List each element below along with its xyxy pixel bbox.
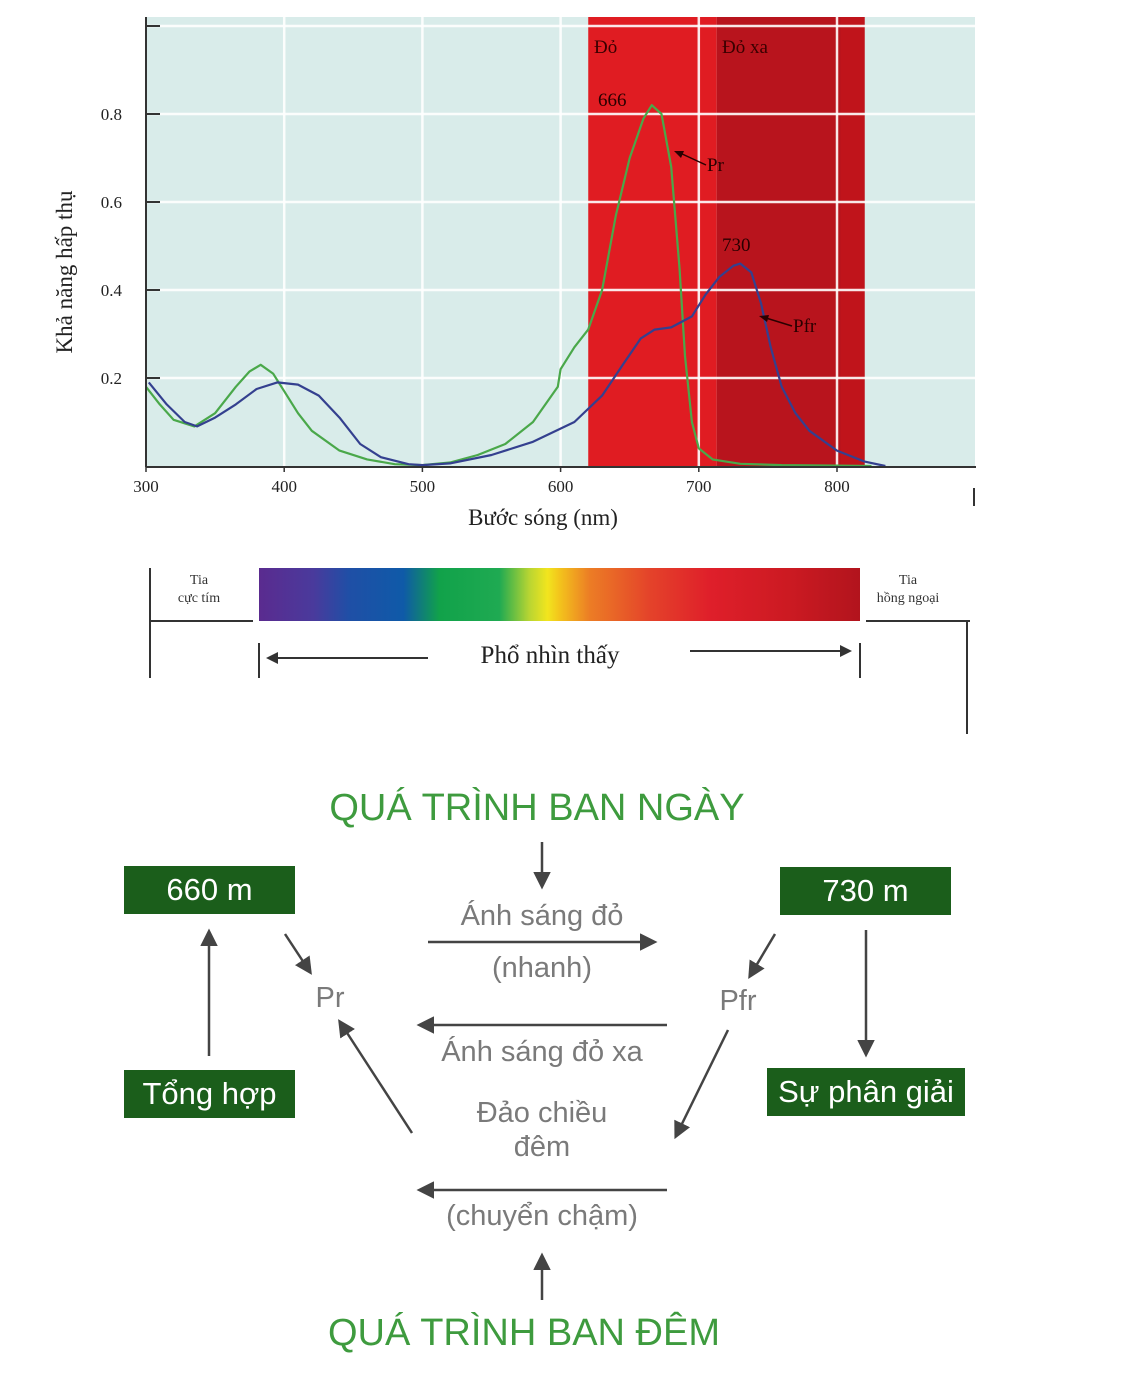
y-axis-title: Khả năng hấp thụ xyxy=(52,190,77,353)
visible-spectrum-bar xyxy=(259,568,860,621)
uv-label-line-2: cực tím xyxy=(177,591,221,606)
visible-range-arrows xyxy=(258,643,861,678)
pr-callout-arrowhead xyxy=(674,151,684,158)
pr-label: Pr xyxy=(315,982,345,1014)
y-tick-label: 0.2 xyxy=(101,369,122,388)
y-tick-label: 0.6 xyxy=(101,193,122,212)
night-process-heading: QUÁ TRÌNH BAN ĐÊM xyxy=(327,1312,720,1354)
series-line-pr xyxy=(145,104,872,468)
x-tick-label: 800 xyxy=(824,477,850,496)
band-label-far-red: Đỏ xa xyxy=(722,37,768,58)
y-tick-label: 0.4 xyxy=(101,281,123,300)
day-process-heading: QUÁ TRÌNH BAN NGÀY xyxy=(329,787,745,829)
x-tick-label: 700 xyxy=(686,477,712,496)
pfr-callout-arrowhead xyxy=(759,315,769,322)
box660-to-pr-arrow xyxy=(283,933,312,975)
box730-to-pfr-arrow xyxy=(748,933,777,980)
dark-reversion-line-1: Đảo chiều xyxy=(476,1097,608,1129)
visible-spectrum-label: Phổ nhìn thấy xyxy=(480,642,620,669)
y-tick-label: 0.8 xyxy=(101,105,122,124)
uv-label-line-1: Tia xyxy=(189,573,209,588)
pfr-label: Pfr xyxy=(719,985,757,1017)
box-decomposition: Sự phân giải xyxy=(767,1068,965,1116)
uv-label: Tia cực tím xyxy=(160,572,238,608)
band-label-red: Đỏ xyxy=(594,37,617,58)
x-axis-title: Bước sóng (nm) xyxy=(468,505,618,530)
pfr-callout-label: Pfr xyxy=(793,316,817,337)
box-synthesis: Tổng hợp xyxy=(124,1070,295,1118)
series-layer xyxy=(145,104,886,468)
uv-left-line xyxy=(149,568,151,678)
pr-callout-line xyxy=(679,152,707,166)
x-tick-label: 600 xyxy=(548,477,574,496)
visible-right-arrowhead xyxy=(840,645,852,657)
x-tick-label: 300 xyxy=(133,477,159,496)
far-red-light-label: Ánh sáng đỏ xa xyxy=(441,1036,643,1068)
ticks-layer: 300 400 500 600 700 800 0.2 0.4 0.6 0.8 xyxy=(101,25,850,496)
pr-callout-label: Pr xyxy=(707,155,725,176)
band-red xyxy=(588,17,717,466)
pfr-callout-line xyxy=(765,317,793,327)
box-730: 730 m xyxy=(780,867,951,915)
x-tick-label: 500 xyxy=(410,477,436,496)
uv-baseline xyxy=(149,620,253,622)
dark-reversion-line-2: đêm xyxy=(513,1131,571,1163)
peak-label-730: 730 xyxy=(722,235,751,256)
ir-right-line xyxy=(966,620,968,734)
series-line-pfr xyxy=(147,262,886,468)
bands-layer xyxy=(588,17,865,466)
ir-label-line-1: Tia xyxy=(898,573,918,588)
ir-label-line-2: hồng ngoại xyxy=(876,591,940,606)
x-tick-label: 400 xyxy=(271,477,297,496)
peak-label-666: 666 xyxy=(598,90,627,111)
visible-left-arrowhead xyxy=(266,652,278,664)
band-far-red-edge xyxy=(840,17,865,466)
band-far-red xyxy=(716,17,865,466)
ir-baseline xyxy=(866,620,970,622)
ir-label: Tia hồng ngoại xyxy=(862,572,954,608)
box-660: 660 m xyxy=(124,866,295,914)
fast-label: (nhanh) xyxy=(492,952,592,984)
slow-label: (chuyển chậm) xyxy=(446,1200,638,1232)
red-light-label: Ánh sáng đỏ xyxy=(460,900,624,932)
pfr-dark-reversion-arrow xyxy=(674,1029,730,1140)
